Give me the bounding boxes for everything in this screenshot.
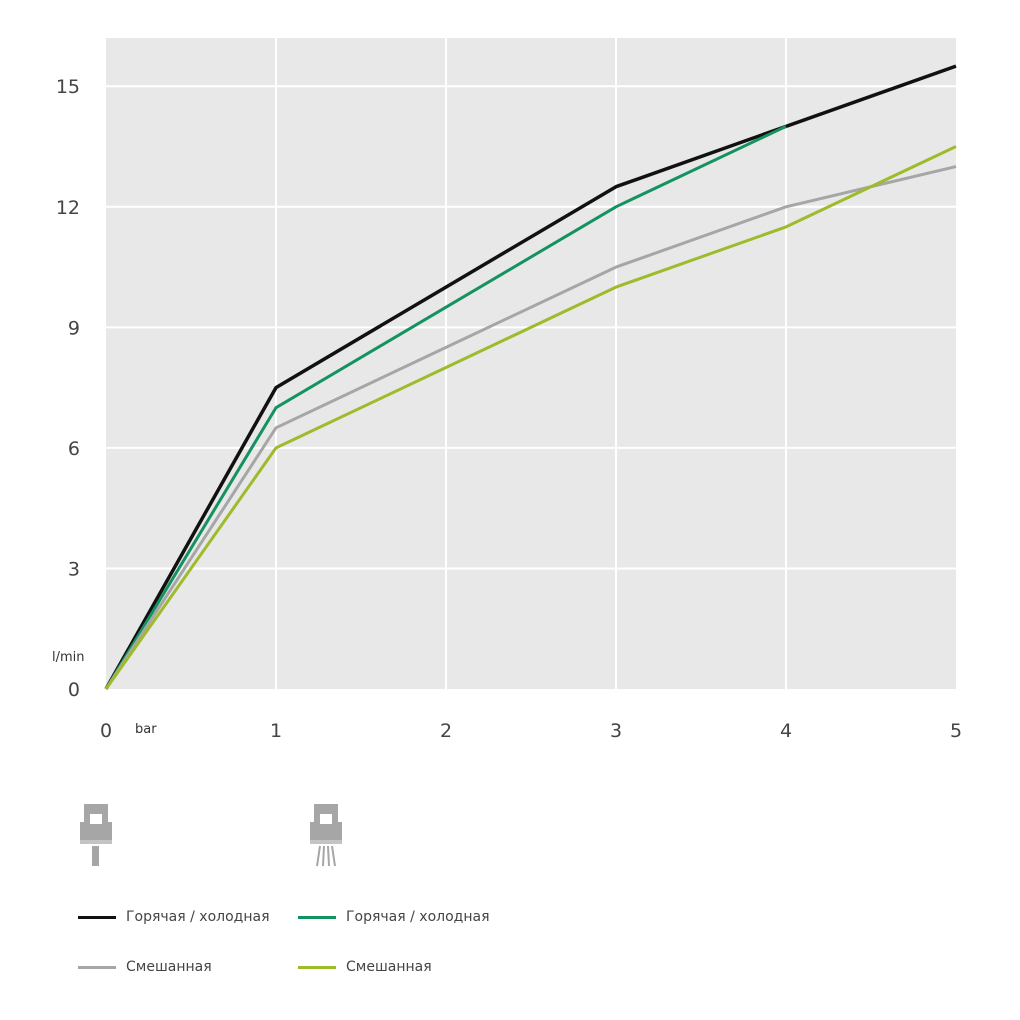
x-tick-label: 3 (610, 720, 622, 742)
grid (106, 38, 956, 689)
legend-swatch (78, 915, 116, 919)
x-axis-label: bar (135, 722, 157, 737)
series-line-1 (104, 64, 957, 690)
y-tick-label: 3 (68, 558, 80, 580)
y-tick-label: 9 (68, 317, 80, 339)
x-tick-label: 0 (100, 720, 112, 742)
legend-item: Горячая / холодная (78, 905, 270, 929)
x-tick-label: 2 (440, 720, 452, 742)
x-tick-label: 1 (270, 720, 282, 742)
legend: Горячая / холодная Горячая / холодная См… (78, 905, 538, 985)
legend-swatch (78, 965, 116, 969)
legend-label: Смешанная (346, 959, 432, 975)
legend-label: Горячая / холодная (346, 909, 490, 925)
series-lines (104, 64, 957, 690)
nozzle-spray-icon (310, 804, 342, 867)
y-tick-label: 15 (56, 76, 80, 98)
legend-label: Смешанная (126, 959, 212, 975)
legend-swatch (298, 915, 336, 919)
series-line-3 (104, 165, 957, 690)
x-tick-label: 4 (780, 720, 792, 742)
y-tick-label: 0 (68, 679, 80, 701)
plot-area (106, 38, 956, 689)
y-tick-label: 12 (56, 197, 80, 219)
legend-item: Смешанная (78, 955, 212, 979)
series-line-4 (104, 145, 957, 690)
legend-label: Горячая / холодная (126, 909, 270, 925)
legend-swatch (298, 965, 336, 969)
nozzle-solid-stream-icon (80, 804, 112, 866)
legend-item: Горячая / холодная (298, 905, 490, 929)
series-line-2 (104, 125, 787, 690)
y-tick-label: 6 (68, 438, 80, 460)
x-tick-label: 5 (950, 720, 962, 742)
y-axis-label: l/min (52, 650, 85, 665)
legend-item: Смешанная (298, 955, 432, 979)
